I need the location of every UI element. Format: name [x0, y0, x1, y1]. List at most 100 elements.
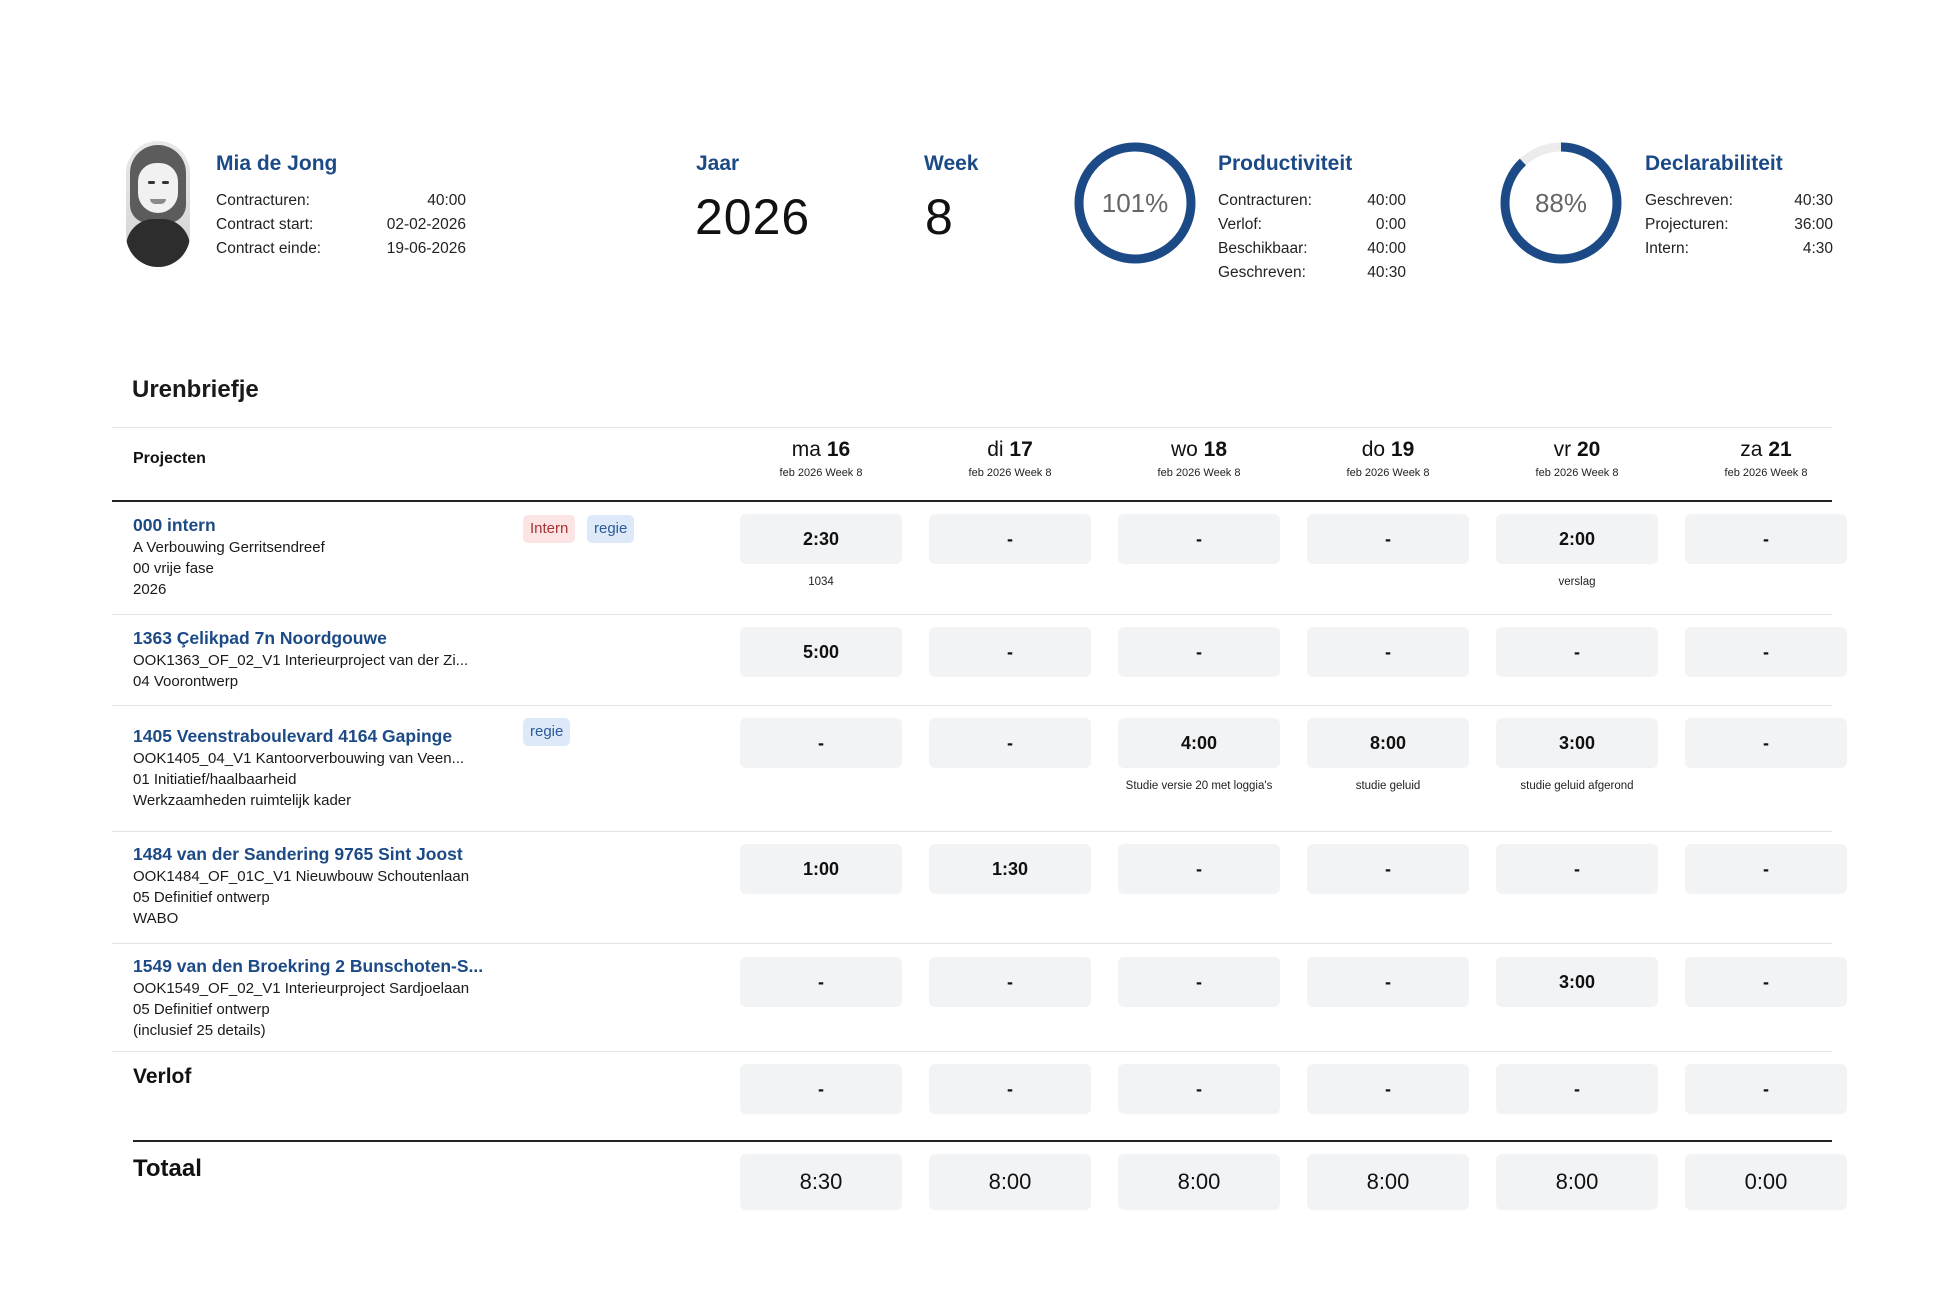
project-row-info: 1405 Veenstraboulevard 4164 Gapinge OOK1… — [133, 726, 513, 810]
day-number: 19 — [1390, 438, 1415, 461]
leave-cell[interactable]: - — [740, 1064, 902, 1114]
productivity-gauge: 101% — [1072, 140, 1198, 266]
project-line: OOK1405_04_V1 Kantoorverbouwing van Veen… — [133, 750, 465, 767]
hour-cell[interactable]: - — [929, 627, 1091, 677]
leave-cell[interactable]: - — [1496, 1064, 1658, 1114]
hour-cell[interactable]: - — [929, 514, 1091, 564]
hour-cell[interactable]: - — [929, 718, 1091, 768]
hour-cell[interactable]: - — [740, 957, 902, 1007]
leave-label: Verlof — [133, 1065, 192, 1088]
hour-cell[interactable]: - — [1685, 718, 1847, 768]
project-line: 04 Voorontwerp — [133, 673, 239, 690]
hour-cell[interactable]: - — [1685, 844, 1847, 894]
leave-cell[interactable]: - — [1685, 1064, 1847, 1114]
hour-cell[interactable]: 8:00 — [1307, 718, 1469, 768]
day-subtitle: feb 2026 Week 8 — [1157, 467, 1241, 479]
hour-cell[interactable]: - — [1118, 957, 1280, 1007]
contract-hours-value: 40:00 — [427, 192, 466, 209]
hour-cell[interactable]: 2:30 — [740, 514, 902, 564]
year-value[interactable]: 2026 — [695, 189, 811, 245]
hour-cell[interactable]: - — [1307, 514, 1469, 564]
day-header[interactable]: do 19 feb 2026 Week 8 — [1306, 438, 1470, 479]
contract-hours-label: Contracturen: — [216, 192, 310, 209]
day-subtitle: feb 2026 Week 8 — [968, 467, 1052, 479]
hour-cell[interactable]: - — [1685, 514, 1847, 564]
billability-row-label: Geschreven: — [1645, 192, 1733, 209]
day-header[interactable]: ma 16 feb 2026 Week 8 — [739, 438, 903, 479]
hour-cell[interactable]: - — [1307, 844, 1469, 894]
hour-cell[interactable]: 5:00 — [740, 627, 902, 677]
hour-cell[interactable]: - — [1496, 844, 1658, 894]
hour-note: 1034 — [808, 576, 834, 588]
project-name-link[interactable]: 1484 van der Sandering 9765 Sint Joost — [133, 844, 463, 864]
project-row-info: 1484 van der Sandering 9765 Sint Joost O… — [133, 844, 513, 928]
hour-cell[interactable]: 2:00 — [1496, 514, 1658, 564]
productivity-row: Beschikbaar: 40:00 — [1218, 240, 1406, 258]
leave-cell[interactable]: - — [1118, 1064, 1280, 1114]
hour-cell[interactable]: - — [929, 957, 1091, 1007]
productivity-title: Productiviteit — [1218, 152, 1353, 175]
project-name-link[interactable]: 000 intern — [133, 515, 216, 535]
hour-cell[interactable]: - — [1685, 957, 1847, 1007]
project-name-link[interactable]: 1363 Çelikpad 7n Noordgouwe — [133, 628, 387, 648]
leave-cell[interactable]: - — [1307, 1064, 1469, 1114]
hour-note: studie geluid afgerond — [1520, 780, 1634, 792]
contract-end: Contract einde: 19-06-2026 — [216, 240, 466, 258]
total-cell: 8:00 — [1307, 1154, 1469, 1210]
productivity-row: Verlof: 0:00 — [1218, 216, 1406, 234]
employee-name: Mia de Jong — [216, 152, 338, 175]
hour-cell[interactable]: - — [1118, 514, 1280, 564]
hour-cell[interactable]: 1:00 — [740, 844, 902, 894]
hour-cell[interactable]: - — [1307, 957, 1469, 1007]
hour-note: studie geluid — [1355, 780, 1421, 792]
tag-regie: regie — [523, 718, 571, 746]
hour-cell[interactable]: - — [1118, 844, 1280, 894]
project-name-link[interactable]: 1549 van den Broekring 2 Bunschoten-S... — [133, 956, 484, 976]
projects-column-header: Projecten — [133, 450, 206, 467]
hour-cell[interactable]: 4:00 — [1118, 718, 1280, 768]
day-name: vr — [1553, 438, 1572, 461]
day-subtitle: feb 2026 Week 8 — [779, 467, 863, 479]
row-divider — [112, 831, 1832, 832]
day-name: wo — [1170, 438, 1198, 461]
day-number: 18 — [1203, 438, 1228, 461]
project-line: OOK1549_OF_02_V1 Interieurproject Sardjo… — [133, 980, 470, 997]
project-line: WABO — [133, 910, 179, 927]
project-line: A Verbouwing Gerritsendreef — [133, 539, 325, 556]
project-line: (inclusief 25 details) — [133, 1022, 266, 1039]
hour-cell[interactable]: - — [1496, 627, 1658, 677]
day-number: 20 — [1576, 438, 1601, 461]
day-header[interactable]: di 17 feb 2026 Week 8 — [928, 438, 1092, 479]
row-divider — [112, 1051, 1832, 1052]
day-header[interactable]: vr 20 feb 2026 Week 8 — [1495, 438, 1659, 479]
hour-cell[interactable]: - — [1307, 627, 1469, 677]
day-header[interactable]: za 21 feb 2026 Week 8 — [1684, 438, 1848, 479]
total-label: Totaal — [133, 1155, 202, 1182]
avatar — [126, 141, 190, 267]
day-header[interactable]: wo 18 feb 2026 Week 8 — [1117, 438, 1281, 479]
day-number: 21 — [1768, 438, 1792, 461]
project-name-link[interactable]: 1405 Veenstraboulevard 4164 Gapinge — [133, 726, 453, 746]
contract-end-label: Contract einde: — [216, 240, 322, 257]
tag-regie: regie — [587, 515, 635, 543]
leave-cell[interactable]: - — [929, 1064, 1091, 1114]
row-divider — [112, 614, 1832, 615]
week-label: Week — [924, 152, 979, 175]
day-name: do — [1361, 438, 1386, 461]
hour-cell[interactable]: - — [1118, 627, 1280, 677]
avatar-eye — [162, 181, 169, 184]
week-value[interactable]: 8 — [925, 189, 954, 245]
project-row-info: 000 intern A Verbouwing Gerritsendreef 0… — [133, 515, 513, 599]
hour-cell[interactable]: 3:00 — [1496, 718, 1658, 768]
hour-cell[interactable]: 3:00 — [1496, 957, 1658, 1007]
billability-row-label: Intern: — [1645, 240, 1689, 257]
productivity-row-label: Geschreven: — [1218, 264, 1306, 281]
hour-cell[interactable]: - — [740, 718, 902, 768]
hour-cell[interactable]: - — [1685, 627, 1847, 677]
hour-cell[interactable]: 1:30 — [929, 844, 1091, 894]
day-number: 17 — [1009, 438, 1033, 461]
total-divider — [133, 1140, 1832, 1142]
day-name: di — [987, 438, 1004, 461]
avatar-eye — [148, 181, 155, 184]
hour-note: Studie versie 20 met loggia's — [1125, 780, 1273, 792]
